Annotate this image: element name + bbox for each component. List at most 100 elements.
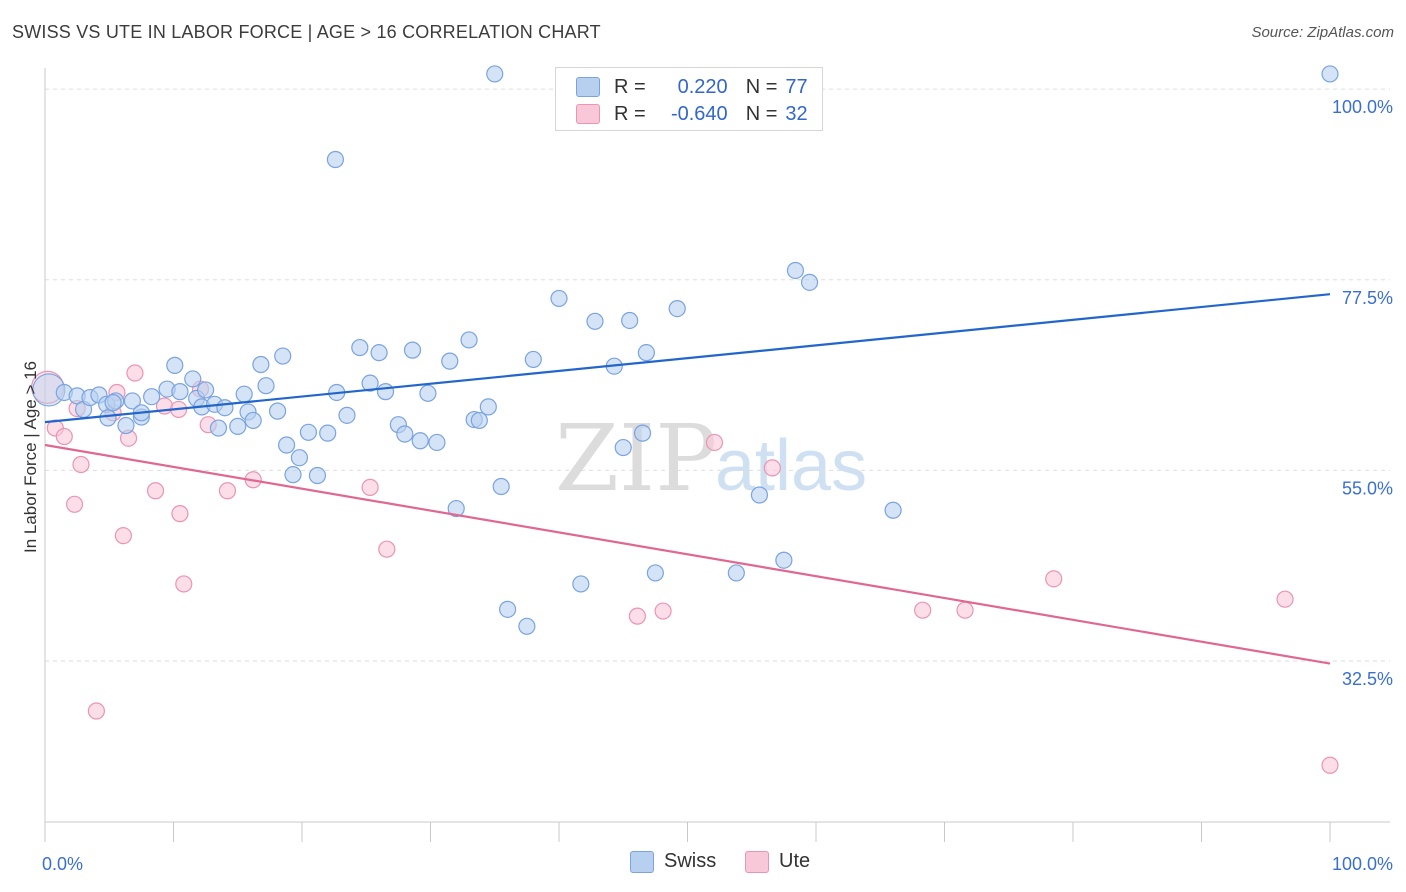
swiss-point xyxy=(419,384,437,402)
swiss-r-label: R = xyxy=(614,75,646,98)
ute-point xyxy=(956,601,974,619)
swiss-point xyxy=(775,551,793,569)
swiss-points xyxy=(32,65,1339,635)
swiss-point xyxy=(252,355,270,374)
ute-point xyxy=(914,601,932,619)
ute-point xyxy=(361,478,379,496)
swiss-point xyxy=(492,477,510,496)
swiss-point xyxy=(786,261,805,280)
ute-point xyxy=(654,602,672,620)
ute-swatch xyxy=(576,104,600,124)
swiss-point xyxy=(171,383,189,401)
swiss-point xyxy=(257,377,275,395)
y-tick-label: 55.0% xyxy=(1342,478,1393,498)
swiss-point xyxy=(550,289,568,308)
swiss-point xyxy=(668,300,686,318)
swiss-point xyxy=(244,411,262,430)
swiss-point xyxy=(727,564,745,582)
trendlines xyxy=(44,293,1331,665)
swiss-point xyxy=(166,356,184,374)
ute-n-value: 32 xyxy=(785,102,808,125)
swiss-point xyxy=(403,341,422,359)
ute-point xyxy=(218,482,237,500)
swiss-point xyxy=(99,409,117,427)
ute-n-label: N = xyxy=(745,102,778,125)
swiss-point xyxy=(441,352,459,370)
ute-point xyxy=(65,495,84,513)
swiss-point xyxy=(117,416,135,435)
watermark-zip: ZIP xyxy=(555,405,717,512)
swiss-point xyxy=(376,383,395,401)
swiss-point xyxy=(326,150,345,169)
bottom-ute-swatch xyxy=(745,850,769,873)
swiss-point xyxy=(447,499,465,518)
y-tick-label: 77.5% xyxy=(1342,288,1393,308)
swiss-point xyxy=(460,331,478,349)
swiss-point xyxy=(633,424,652,442)
swiss-point xyxy=(800,273,819,291)
swiss-point xyxy=(319,424,337,442)
swiss-r-value: 0.220 xyxy=(677,75,728,98)
x-tick-label: 100.0% xyxy=(1332,854,1393,874)
swiss-point xyxy=(123,392,141,410)
ute-point xyxy=(72,455,90,474)
y-tick-label: 32.5% xyxy=(1342,669,1393,689)
swiss-point xyxy=(274,347,292,365)
swiss-point xyxy=(486,65,504,83)
ute-r-value: -0.640 xyxy=(670,102,728,125)
ute-point xyxy=(146,482,165,500)
swiss-point xyxy=(235,385,253,403)
swiss-point xyxy=(308,466,327,485)
swiss-point xyxy=(209,419,228,437)
tick-labels: 100.0% 77.5% 55.0% 32.5% 0.0% 100.0% xyxy=(42,97,1393,874)
bottom-legend-ute: Ute xyxy=(745,850,810,873)
swiss-point xyxy=(268,402,287,420)
swiss-point xyxy=(104,394,122,412)
swiss-point xyxy=(351,338,369,357)
ute-point xyxy=(175,575,193,593)
swiss-point xyxy=(1321,65,1339,83)
swiss-point xyxy=(184,370,202,388)
swiss-point xyxy=(370,344,388,362)
swiss-point xyxy=(614,438,632,457)
ute-point xyxy=(1045,570,1063,588)
legend-row-ute: R = -0.640 N = 32 xyxy=(576,101,808,127)
y-tick-label: 100.0% xyxy=(1332,97,1393,117)
ute-point xyxy=(171,505,189,523)
ute-point xyxy=(378,540,396,558)
ute-points xyxy=(30,364,1339,774)
swiss-point xyxy=(396,425,414,443)
swiss-point xyxy=(284,466,302,484)
swiss-point xyxy=(470,411,488,430)
swiss-point xyxy=(750,486,769,504)
watermark: ZIP atlas xyxy=(555,405,867,512)
ute-point xyxy=(705,433,724,452)
watermark-atlas: atlas xyxy=(715,426,867,506)
swiss-point xyxy=(229,417,247,435)
ute-point xyxy=(114,527,132,545)
swiss-point xyxy=(277,436,296,454)
swiss-point xyxy=(524,350,542,369)
swiss-trendline xyxy=(44,293,1331,424)
ute-point xyxy=(763,459,781,477)
ute-point xyxy=(1321,756,1339,774)
swiss-point xyxy=(361,374,379,392)
ute-point xyxy=(87,702,106,720)
swiss-n-label: N = xyxy=(745,75,778,98)
swiss-point xyxy=(143,388,161,406)
gridlines xyxy=(45,88,1390,662)
swiss-swatch xyxy=(576,77,600,97)
bottom-swiss-label: Swiss xyxy=(664,850,717,872)
swiss-point xyxy=(621,311,639,330)
ute-trendline xyxy=(44,443,1331,665)
bottom-legend-swiss: Swiss xyxy=(630,850,716,873)
x-tick-label: 0.0% xyxy=(42,854,83,874)
bottom-ute-label: Ute xyxy=(779,850,811,872)
ute-r-label: R = xyxy=(614,102,646,125)
ute-point xyxy=(628,607,646,625)
swiss-point xyxy=(646,564,664,582)
swiss-point xyxy=(216,399,234,417)
legend-row-swiss: R = 0.220 N = 77 xyxy=(576,74,808,100)
ute-point xyxy=(55,427,73,446)
swiss-point xyxy=(637,344,655,362)
